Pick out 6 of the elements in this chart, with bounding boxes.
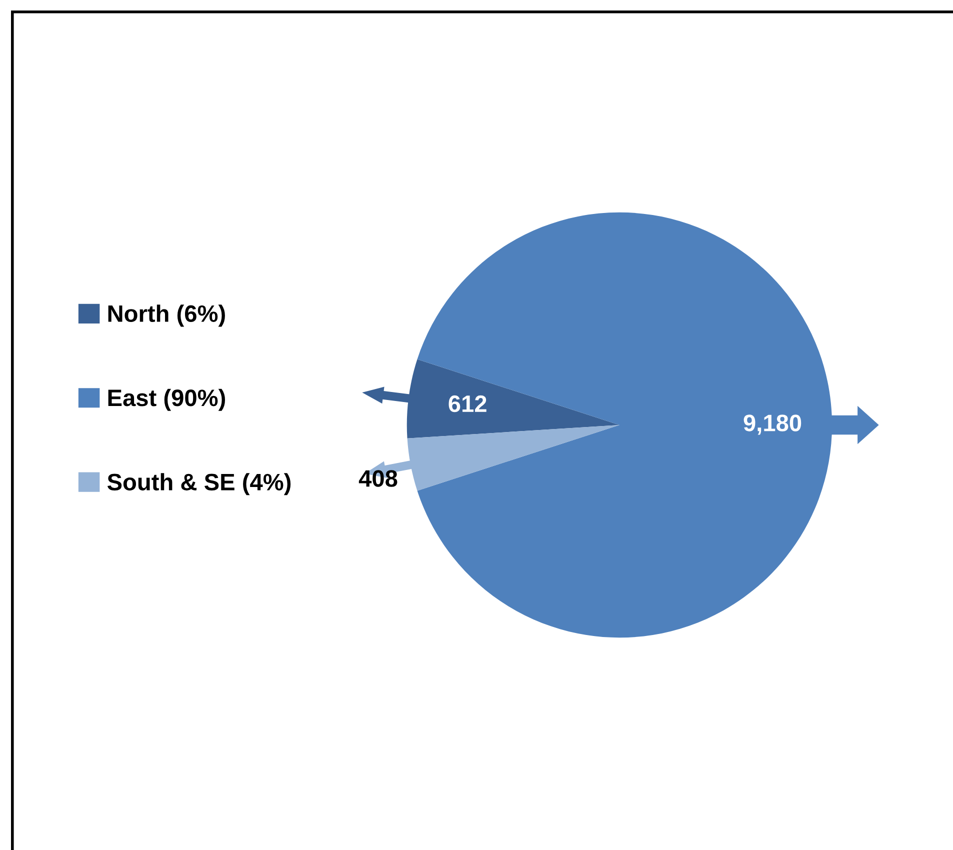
- legend-label: South & SE (4%): [107, 473, 291, 496]
- legend-label: East (90%): [108, 388, 226, 411]
- data-label: 612: [448, 395, 486, 412]
- legend-label: North (6%): [108, 304, 225, 327]
- data-label: 9,180: [744, 414, 802, 435]
- data-label: 408: [358, 470, 398, 487]
